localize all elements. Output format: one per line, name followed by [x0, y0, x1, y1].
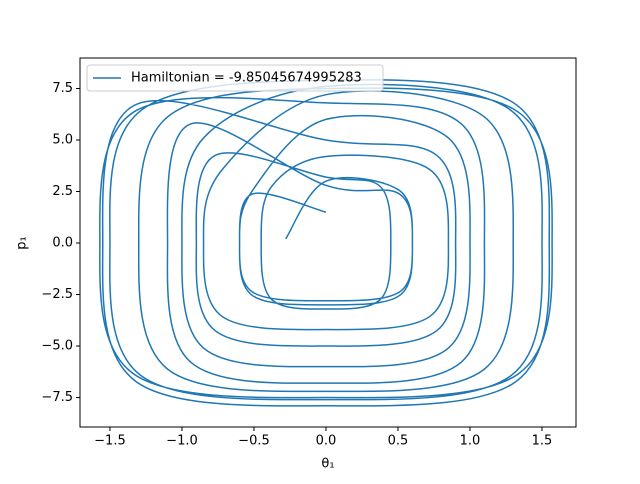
y-tick-label: −7.5: [41, 390, 73, 405]
legend-label: Hamiltonian = -9.85045674995283: [131, 71, 362, 86]
y-tick-label: −5.0: [41, 339, 73, 354]
x-tick-label: −0.5: [238, 434, 270, 449]
x-tick-label: −1.0: [166, 434, 198, 449]
data-line: [99, 79, 553, 407]
legend: Hamiltonian = -9.85045674995283: [86, 64, 384, 92]
y-tick-label: 5.0: [52, 133, 73, 148]
x-tick-label: −1.5: [94, 434, 126, 449]
y-tick-label: 2.5: [52, 184, 73, 199]
x-axis-label: θ₁: [321, 457, 334, 472]
x-tick-label: 0.0: [316, 434, 337, 449]
y-tick-label: 7.5: [52, 81, 73, 96]
plot-frame: [79, 57, 577, 428]
y-tick-label: −2.5: [41, 287, 73, 302]
y-axis-label: p₁: [15, 236, 30, 249]
x-tick-label: 1.5: [532, 434, 553, 449]
x-tick-label: 0.5: [388, 434, 409, 449]
x-tick-label: 1.0: [460, 434, 481, 449]
y-tick-label: 0.0: [52, 236, 73, 251]
legend-box: [86, 64, 384, 92]
